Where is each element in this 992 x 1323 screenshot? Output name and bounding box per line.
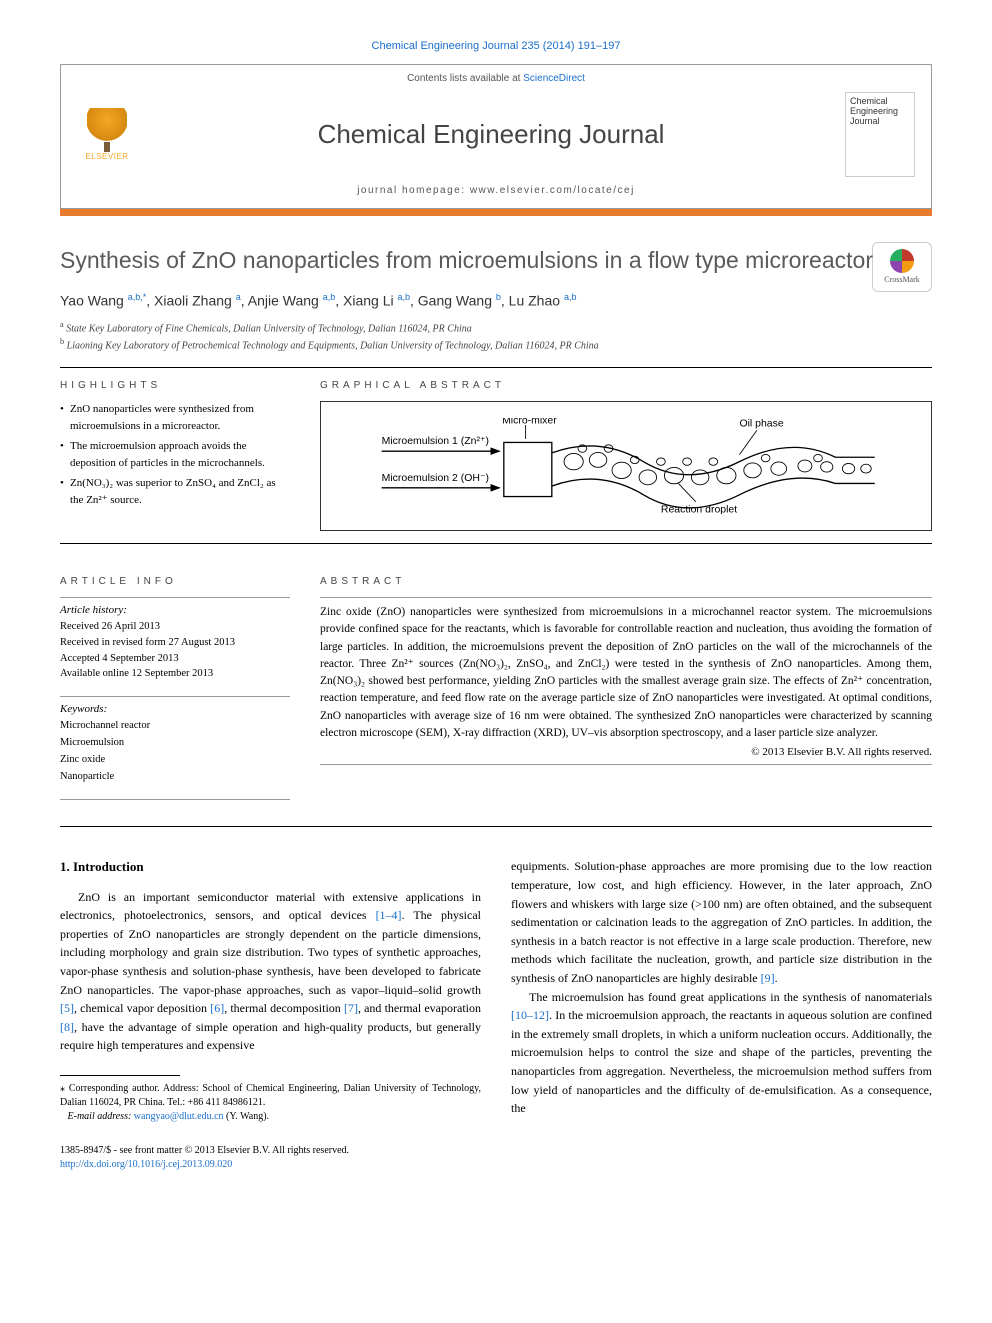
thin-divider — [60, 696, 290, 697]
ga-oil-label: Oil phase — [739, 419, 783, 430]
contents-prefix: Contents lists available at — [407, 73, 523, 84]
ref-link[interactable]: [9] — [761, 971, 775, 985]
highlights-list: ZnO nanoparticles were synthesized from … — [60, 401, 290, 508]
divider — [60, 367, 932, 368]
ref-link[interactable]: [6] — [210, 1001, 224, 1015]
doi-link[interactable]: http://dx.doi.org/10.1016/j.cej.2013.09.… — [60, 1159, 232, 1170]
keywords-list: Microchannel reactorMicroemulsionZinc ox… — [60, 718, 290, 785]
orange-divider-bar — [60, 208, 932, 216]
sciencedirect-link[interactable]: ScienceDirect — [523, 73, 585, 84]
intro-paragraph-2: equipments. Solution-phase approaches ar… — [511, 857, 932, 987]
crossmark-badge[interactable]: CrossMark — [872, 242, 932, 292]
elsevier-text: ELSEVIER — [85, 152, 128, 161]
corresponding-email-link[interactable]: wangyao@dlut.edu.cn — [134, 1111, 224, 1122]
ref-link[interactable]: [5] — [60, 1001, 74, 1015]
article-info-label: ARTICLE INFO — [60, 576, 290, 587]
thin-divider — [60, 799, 290, 800]
email-suffix: (Y. Wang). — [226, 1111, 269, 1122]
keywords-heading: Keywords: — [60, 703, 290, 715]
ga-mixer-label: Micro-mixer — [502, 418, 557, 426]
body-column-right: equipments. Solution-phase approaches ar… — [511, 857, 932, 1171]
ref-link[interactable]: [10–12] — [511, 1008, 549, 1022]
elsevier-logo[interactable]: ELSEVIER — [77, 105, 137, 165]
abstract-label: ABSTRACT — [320, 576, 932, 587]
ga-mixer-box — [504, 443, 552, 497]
body-column-left: 1. Introduction ZnO is an important semi… — [60, 857, 481, 1171]
thin-divider — [320, 764, 932, 765]
journal-header-box: Contents lists available at ScienceDirec… — [60, 64, 932, 209]
thin-divider — [60, 597, 290, 598]
contents-available: Contents lists available at ScienceDirec… — [61, 73, 931, 84]
graphical-abstract: Microemulsion 1 (Zn²⁺) Microemulsion 2 (… — [320, 401, 932, 531]
ref-link[interactable]: [8] — [60, 1020, 74, 1034]
homepage-url[interactable]: www.elsevier.com/locate/cej — [470, 185, 635, 196]
intro-heading: 1. Introduction — [60, 857, 481, 877]
citation-line: Chemical Engineering Journal 235 (2014) … — [60, 40, 932, 52]
ref-link[interactable]: [1–4] — [376, 908, 402, 922]
affiliations: a State Key Laboratory of Fine Chemicals… — [60, 319, 932, 354]
article-title: Synthesis of ZnO nanoparticles from micr… — [60, 246, 932, 276]
email-label: E-mail address: — [68, 1111, 132, 1122]
intro-paragraph-1: ZnO is an important semiconductor materi… — [60, 888, 481, 1055]
thin-divider — [320, 597, 932, 598]
graphical-abstract-svg: Microemulsion 1 (Zn²⁺) Microemulsion 2 (… — [341, 418, 911, 514]
author-list: Yao Wang a,b,*, Xiaoli Zhang a, Anjie Wa… — [60, 292, 932, 309]
divider — [60, 826, 932, 827]
highlight-item: ZnO nanoparticles were synthesized from … — [60, 401, 290, 434]
article-history-heading: Article history: — [60, 604, 290, 616]
journal-cover-thumbnail[interactable]: Chemical Engineering Journal — [845, 92, 915, 177]
footnote-separator — [60, 1075, 180, 1076]
crossmark-icon — [890, 249, 914, 273]
ga-droplet-label: Reaction droplet — [661, 504, 737, 514]
footnote-star: ⁎ — [60, 1083, 65, 1094]
ga-me2-label: Microemulsion 2 (OH⁻) — [382, 473, 489, 484]
elsevier-tree-icon — [87, 108, 127, 148]
highlights-label: HIGHLIGHTS — [60, 380, 290, 391]
graphical-abstract-label: GRAPHICAL ABSTRACT — [320, 380, 932, 391]
footer-copyright: 1385-8947/$ - see front matter © 2013 El… — [60, 1144, 481, 1172]
highlight-item: Zn(NO₃)₂ was superior to ZnSO₄ and ZnCl₂… — [60, 475, 290, 508]
journal-title: Chemical Engineering Journal — [318, 119, 665, 150]
intro-paragraph-3: The microemulsion has found great applic… — [511, 988, 932, 1118]
crossmark-label: CrossMark — [884, 275, 920, 284]
footer-line1: 1385-8947/$ - see front matter © 2013 El… — [60, 1145, 349, 1156]
footnote-text: Corresponding author. Address: School of… — [60, 1083, 481, 1108]
journal-homepage: journal homepage: www.elsevier.com/locat… — [61, 185, 931, 200]
highlight-item: The microemulsion approach avoids the de… — [60, 438, 290, 471]
copyright-line: © 2013 Elsevier B.V. All rights reserved… — [320, 746, 932, 758]
corresponding-author-footnote: ⁎ Corresponding author. Address: School … — [60, 1082, 481, 1124]
ga-channel-top — [552, 446, 875, 475]
ref-link[interactable]: [7] — [344, 1001, 358, 1015]
article-history: Received 26 April 2013Received in revise… — [60, 619, 290, 682]
ga-me1-label: Microemulsion 1 (Zn²⁺) — [382, 436, 489, 447]
homepage-prefix: journal homepage: — [357, 185, 470, 196]
ga-droplets — [564, 445, 871, 485]
divider — [60, 543, 932, 544]
abstract-text: Zinc oxide (ZnO) nanoparticles were synt… — [320, 604, 932, 742]
